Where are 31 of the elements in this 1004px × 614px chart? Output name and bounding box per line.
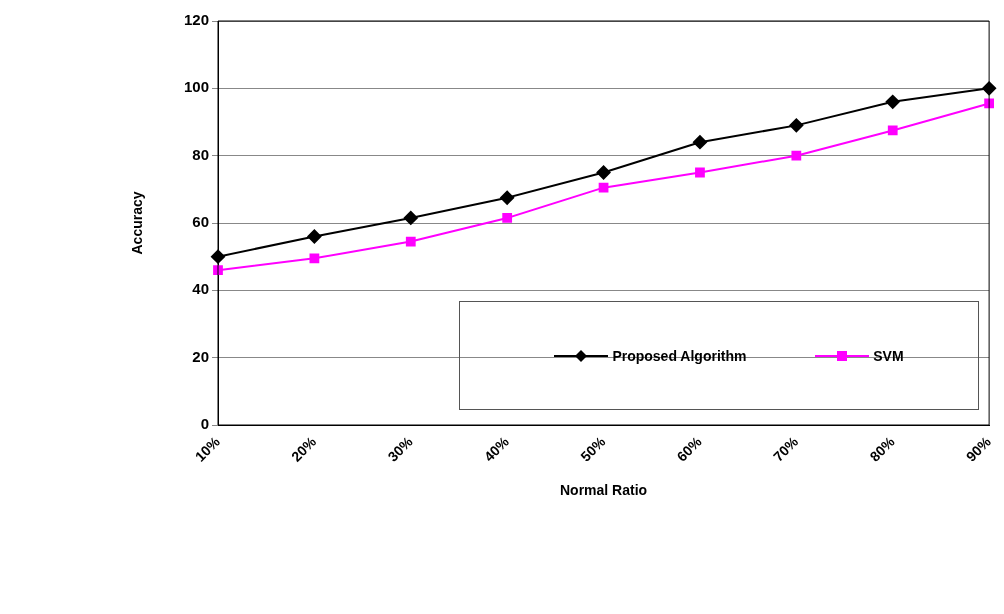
x-tick-label: 60% [673,433,706,465]
x-tick-label: 70% [770,433,802,465]
y-tick-label: 100 [183,78,209,96]
y-tick-label: 80 [192,145,209,163]
y-tick-label: 20 [192,347,209,365]
y-axis-title: Accuracy [129,191,146,255]
x-tick-label: 90% [962,433,995,465]
x-tick-label: 80% [866,433,898,465]
point [596,165,611,180]
y-tick-label: 0 [200,415,209,433]
legend-label: SVM [873,347,904,364]
point [695,167,705,178]
point [500,190,515,205]
x-tick-label: 40% [480,433,513,465]
point [309,253,320,264]
point [887,125,898,136]
y-tick-label: 60 [192,213,209,231]
point [403,210,418,225]
point [692,135,707,150]
point [502,213,513,223]
point [885,94,900,109]
y-tick-label: 40 [192,280,209,298]
point [791,150,802,161]
x-axis-title: Normal Ratio [560,482,648,499]
point [598,182,609,193]
legend-label: Proposed Algorithm [612,347,747,364]
point [405,236,416,247]
point [789,118,804,133]
x-tick-label: 50% [577,433,609,465]
point [307,229,322,244]
y-tick-label: 120 [183,11,209,29]
